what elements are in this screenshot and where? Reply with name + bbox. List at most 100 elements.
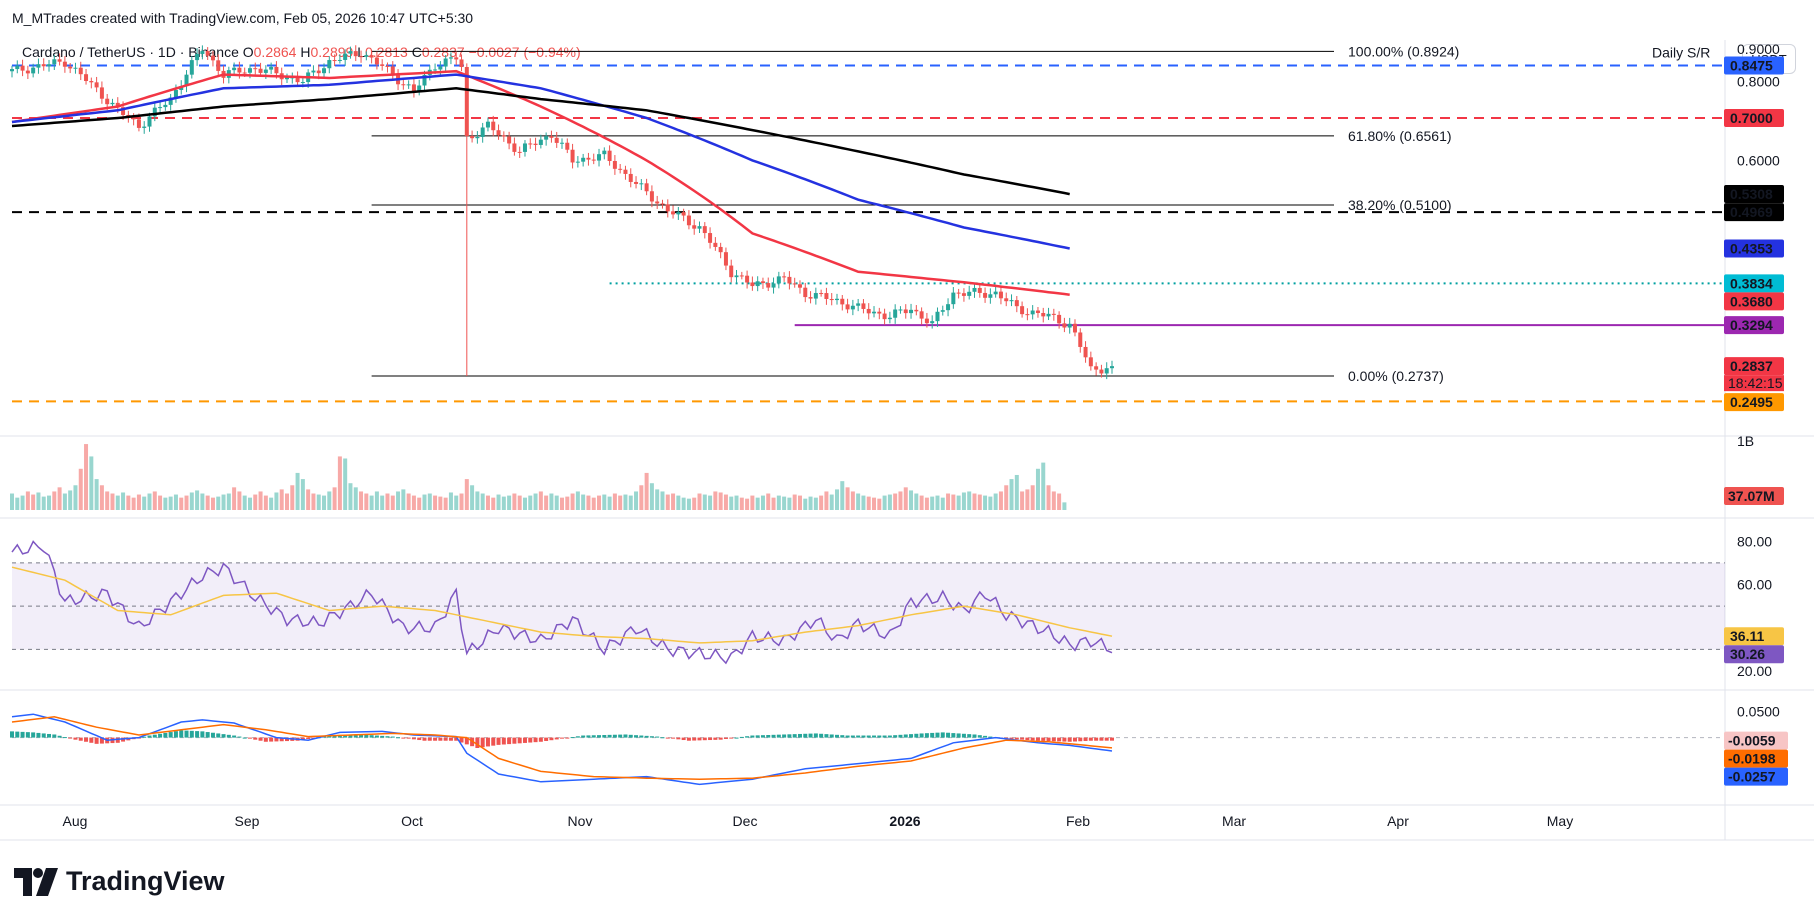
price-label-box — [1724, 292, 1784, 311]
macd-histogram-bar — [507, 737, 512, 745]
volume-bar — [522, 497, 527, 510]
macd-histogram-bar — [464, 737, 469, 745]
candle-body — [411, 84, 416, 92]
volume-bar — [692, 497, 697, 510]
candle-body — [470, 136, 475, 139]
volume-bar — [649, 483, 654, 510]
candle-body — [263, 69, 268, 73]
volume-bar — [189, 492, 194, 510]
volume-bar — [676, 495, 681, 510]
candle-body — [745, 275, 750, 283]
candle-body — [909, 309, 914, 314]
candle-body — [295, 77, 300, 83]
macd-histogram-bar — [898, 734, 903, 738]
tradingview-logo[interactable]: TradingView — [14, 866, 225, 897]
macd-histogram-bar — [692, 737, 697, 741]
volume-bar — [1035, 468, 1040, 510]
candle-body — [115, 102, 120, 108]
macd-histogram-bar — [1067, 737, 1072, 742]
candle-body — [512, 143, 517, 152]
volume-bar — [306, 489, 311, 510]
rsi-axis-tick: 20.00 — [1737, 663, 1772, 679]
volume-bar — [31, 494, 36, 510]
volume-bar — [232, 487, 237, 510]
candle-body — [1051, 313, 1056, 315]
candle-body — [501, 135, 506, 137]
price-label-text: 0.8475 — [1730, 58, 1773, 74]
candle-body — [649, 191, 654, 202]
volume-bar — [575, 491, 580, 510]
volume-bar — [411, 495, 416, 510]
candle-body — [253, 68, 258, 70]
candle-body — [639, 183, 644, 185]
macd-histogram-bar — [639, 735, 644, 738]
volume-bar — [1020, 491, 1025, 510]
macd-histogram-bar — [263, 737, 268, 742]
ema-line-ema200 — [11, 87, 1070, 196]
macd-histogram-bar — [52, 734, 57, 738]
volume-bar — [681, 497, 686, 510]
volume-bar — [1004, 485, 1009, 510]
candle-body — [443, 58, 448, 67]
volume-bar — [634, 491, 639, 510]
countdown-text: 18:42:15 — [1728, 375, 1783, 391]
candle-body — [242, 72, 247, 74]
macd-histogram-bar — [967, 734, 972, 738]
candle-body — [1083, 346, 1088, 358]
volume-bar — [380, 495, 385, 510]
macd-histogram-bar — [581, 735, 586, 738]
candle-body — [131, 117, 136, 120]
macd-histogram-bar — [10, 731, 14, 738]
macd-histogram-bar — [528, 737, 533, 743]
volume-bar — [665, 494, 670, 510]
candle-body — [406, 84, 411, 86]
chart-attribution: M_MTrades created with TradingView.com, … — [12, 10, 474, 26]
candle-body — [702, 226, 707, 234]
candle-body — [782, 276, 787, 278]
macd-histogram-bar — [909, 734, 914, 738]
volume-bar — [20, 495, 25, 510]
candle-body — [385, 65, 390, 67]
candle-body — [311, 70, 316, 73]
volume-bar — [464, 479, 469, 510]
volume-bar — [612, 493, 617, 510]
macd-histogram-bar — [988, 736, 993, 738]
candle-body — [961, 293, 966, 296]
volume-bar — [570, 493, 575, 510]
macd-histogram-bar — [374, 735, 379, 738]
candle-body — [359, 56, 364, 58]
candle-body — [623, 169, 628, 174]
candle-body — [946, 304, 951, 311]
volume-bar — [861, 495, 866, 510]
price-label-text: 0.7000 — [1730, 110, 1773, 126]
macd-histogram-bar — [237, 736, 242, 738]
candle-body — [84, 74, 89, 82]
macd-histogram-bar — [628, 734, 633, 738]
macd-histogram-bar — [924, 733, 929, 738]
price-label-text: 0.2837 — [1730, 358, 1773, 374]
chart-canvas[interactable]: 0.9000 0.8000 0.6000 Daily S/R 100.00% (0.89… — [0, 0, 1814, 845]
candle-body — [840, 298, 845, 305]
macd-histogram-bar — [443, 737, 448, 741]
symbol-legend[interactable]: Cardano / TetherUS · 1D · Binance O0.286… — [22, 44, 581, 60]
macd-histogram-bar — [522, 737, 527, 743]
volume-bar — [840, 481, 845, 510]
volume-bar — [528, 495, 533, 510]
candle-body — [528, 143, 533, 145]
macd-histogram-bar — [84, 737, 89, 742]
price-label-text: 0.3680 — [1730, 293, 1773, 309]
volume-bar — [163, 497, 168, 510]
candle-body — [332, 60, 337, 62]
price-label-text: 0.4353 — [1730, 241, 1773, 257]
candle-body — [829, 298, 834, 301]
volume-bar — [242, 495, 247, 510]
macd-histogram-bar — [766, 735, 771, 738]
tradingview-logo-icon — [14, 867, 58, 896]
macd-histogram-bar — [501, 737, 506, 745]
candle-body — [1057, 314, 1062, 324]
volume-bar — [544, 495, 549, 510]
volume-bar — [961, 492, 966, 510]
candle-body — [983, 292, 988, 298]
macd-histogram-bar — [734, 737, 739, 739]
macd-histogram-bar — [459, 737, 464, 743]
